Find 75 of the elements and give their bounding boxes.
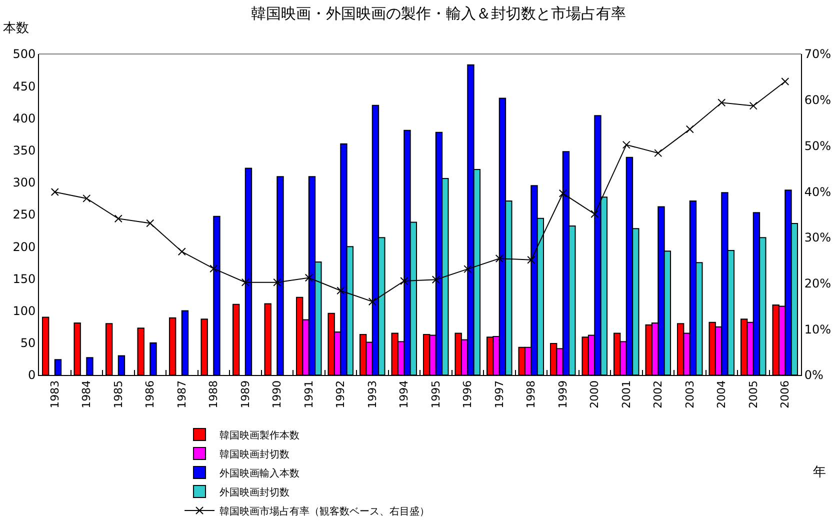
y2-tick-label: 60%	[804, 93, 832, 108]
y-tick-label: 300	[12, 176, 36, 190]
point	[654, 149, 662, 158]
point	[464, 265, 472, 274]
x-tick-label: 1983	[48, 380, 62, 408]
point	[622, 140, 630, 149]
y-axis-title: 本数	[3, 21, 29, 36]
x-tick-label: 2004	[715, 380, 728, 408]
point	[178, 248, 186, 256]
x-axis-title: 年	[813, 465, 826, 480]
x-tick-label: 1996	[461, 380, 474, 408]
y-tick-label: 150	[12, 272, 36, 286]
x-tick-label: 1993	[366, 380, 379, 408]
point	[558, 189, 567, 198]
y-tick-label: 200	[12, 240, 36, 254]
x-tick-label: 1999	[556, 380, 570, 408]
y2-tick-label: 70%	[804, 47, 832, 62]
x-tick-label: 1994	[398, 380, 411, 408]
point	[273, 278, 282, 286]
y2-tick-label: 0%	[804, 368, 824, 382]
x-tick-label: 1992	[334, 380, 348, 408]
y2-tick-label: 30%	[804, 230, 832, 245]
point	[432, 276, 440, 284]
x-tick-label: 1990	[270, 380, 284, 408]
x-tick-label: 2002	[652, 380, 665, 408]
x-tick-label: 1984	[80, 380, 94, 408]
x-tick-label: 1998	[524, 380, 538, 408]
y-tick-label: 250	[12, 208, 36, 222]
y2-tick-label: 40%	[804, 184, 832, 199]
y-tick-label: 400	[12, 111, 36, 126]
chart-title: 韓国映画・外国映画の製作・輸入＆封切数と市場占有率	[250, 4, 626, 22]
y2-tick-label: 50%	[804, 138, 832, 153]
point	[50, 188, 59, 196]
x-tick-label: 1987	[175, 380, 188, 408]
y-tick-label: 0	[28, 368, 36, 382]
y-tick-label: 350	[12, 144, 36, 158]
legend-label: 韓国映画製作本数	[220, 429, 300, 442]
x-tick-label: 2005	[746, 380, 760, 408]
x-tick-label: 2003	[683, 380, 696, 408]
point	[146, 219, 154, 228]
legend-label: 韓国映画市場占有率（観客数ベース、右目盛）	[220, 505, 430, 518]
point	[781, 78, 790, 86]
point	[400, 276, 408, 285]
y-tick-label: 450	[12, 79, 36, 94]
point	[718, 98, 726, 107]
x-tick-label: 1997	[492, 380, 506, 408]
legend-label: 外国映画輸入本数	[220, 467, 300, 480]
point	[82, 194, 91, 202]
y2-tick-label: 20%	[804, 276, 832, 290]
y-tick-label: 50	[20, 336, 36, 350]
point	[304, 274, 313, 282]
point	[686, 125, 694, 134]
x-tick-label: 1985	[112, 380, 125, 408]
y-tick-label: 100	[12, 304, 36, 318]
y-tick-label: 500	[12, 47, 36, 62]
point	[749, 102, 758, 110]
x-tick-label: 2000	[588, 380, 602, 408]
point	[527, 256, 536, 264]
point	[590, 210, 599, 218]
x-tick-label: 2006	[778, 380, 792, 408]
x-tick-label: 1991	[302, 380, 316, 408]
legend-label: 外国映画封切数	[220, 486, 290, 498]
x-tick-label: 1988	[207, 380, 220, 408]
point	[114, 214, 122, 223]
point	[495, 254, 504, 263]
point	[241, 278, 250, 286]
legend-label: 韓国映画封切数	[220, 448, 290, 460]
point	[336, 286, 345, 295]
x-tick-label: 2001	[620, 380, 633, 408]
point	[368, 298, 376, 306]
x-tick-label: 1986	[144, 380, 157, 408]
x-tick-label: 1995	[429, 380, 442, 408]
y2-tick-label: 10%	[804, 322, 832, 336]
x-tick-label: 1989	[238, 380, 252, 408]
point	[210, 264, 218, 273]
